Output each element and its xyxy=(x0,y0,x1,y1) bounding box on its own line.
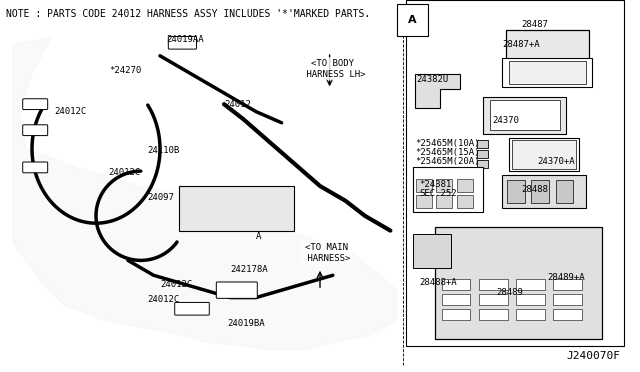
Text: A: A xyxy=(256,232,261,241)
Text: NOTE : PARTS CODE 24012 HARNESS ASSY INCLUDES '*'MARKED PARTS.: NOTE : PARTS CODE 24012 HARNESS ASSY INC… xyxy=(6,9,371,19)
Bar xyxy=(556,180,573,203)
Text: A: A xyxy=(408,15,417,25)
FancyBboxPatch shape xyxy=(23,99,48,109)
Text: 28489+A: 28489+A xyxy=(547,273,585,282)
Bar xyxy=(509,138,579,171)
Text: 28487: 28487 xyxy=(522,20,548,29)
Text: 24370: 24370 xyxy=(493,116,520,125)
Text: 24012C: 24012C xyxy=(160,280,192,289)
Bar xyxy=(479,309,508,320)
Text: 24097: 24097 xyxy=(147,193,174,202)
Bar xyxy=(540,60,554,65)
Text: 24382U: 24382U xyxy=(416,76,448,84)
FancyBboxPatch shape xyxy=(216,282,257,298)
Polygon shape xyxy=(13,37,397,350)
FancyBboxPatch shape xyxy=(23,125,48,136)
Text: 24012C: 24012C xyxy=(109,169,141,177)
Bar xyxy=(435,227,602,339)
Text: *25465M(20A): *25465M(20A) xyxy=(415,157,479,166)
Bar xyxy=(516,309,545,320)
Bar xyxy=(442,279,470,290)
Text: 24110B: 24110B xyxy=(147,146,179,155)
Text: <TO BODY
 HARNESS LH>: <TO BODY HARNESS LH> xyxy=(301,59,365,78)
Text: 24012: 24012 xyxy=(224,100,251,109)
Text: 242178A: 242178A xyxy=(230,265,268,274)
Text: SEC.252: SEC.252 xyxy=(419,189,457,198)
Bar xyxy=(442,294,470,305)
Bar xyxy=(179,186,294,231)
Bar xyxy=(516,294,545,305)
Text: 28487+A: 28487+A xyxy=(502,40,540,49)
Bar xyxy=(477,160,488,168)
Bar xyxy=(416,179,432,192)
Bar xyxy=(477,140,488,148)
Text: J240070F: J240070F xyxy=(567,351,621,361)
Text: *24381: *24381 xyxy=(419,180,451,189)
Text: 28488+A: 28488+A xyxy=(419,278,457,287)
Bar xyxy=(506,30,589,60)
Bar xyxy=(520,60,534,65)
Text: 24370+A: 24370+A xyxy=(538,157,575,166)
Bar xyxy=(483,97,566,134)
Bar xyxy=(553,279,582,290)
Bar xyxy=(559,60,573,65)
Bar xyxy=(436,179,452,192)
Text: 28489: 28489 xyxy=(496,288,523,296)
Text: *24270: *24270 xyxy=(109,66,141,75)
Bar xyxy=(413,234,451,268)
FancyBboxPatch shape xyxy=(175,302,209,315)
Bar xyxy=(413,167,483,212)
Text: 24012C: 24012C xyxy=(147,295,179,304)
Bar xyxy=(553,309,582,320)
Text: 28488: 28488 xyxy=(522,185,548,194)
Text: <TO MAIN
 HARNESS>: <TO MAIN HARNESS> xyxy=(302,243,351,263)
Bar xyxy=(442,309,470,320)
Bar xyxy=(416,195,432,208)
Text: *25465M(10A): *25465M(10A) xyxy=(415,139,479,148)
Bar xyxy=(436,195,452,208)
Bar xyxy=(406,0,624,346)
Bar xyxy=(477,150,488,158)
Bar xyxy=(531,180,549,203)
Bar xyxy=(479,279,508,290)
Text: 24019AA: 24019AA xyxy=(166,35,204,44)
FancyBboxPatch shape xyxy=(168,36,196,49)
Text: *25465M(15A): *25465M(15A) xyxy=(415,148,479,157)
Bar xyxy=(457,195,473,208)
Bar xyxy=(509,61,586,84)
Text: 24012C: 24012C xyxy=(54,107,86,116)
Bar xyxy=(553,294,582,305)
Bar xyxy=(512,140,576,169)
PathPatch shape xyxy=(415,74,460,108)
Bar xyxy=(490,100,560,130)
Text: 24019BA: 24019BA xyxy=(227,319,265,328)
Bar xyxy=(457,179,473,192)
Bar xyxy=(516,279,545,290)
FancyBboxPatch shape xyxy=(23,162,48,173)
Bar xyxy=(502,58,592,87)
Bar xyxy=(507,180,525,203)
Bar xyxy=(502,175,586,208)
Bar xyxy=(479,294,508,305)
